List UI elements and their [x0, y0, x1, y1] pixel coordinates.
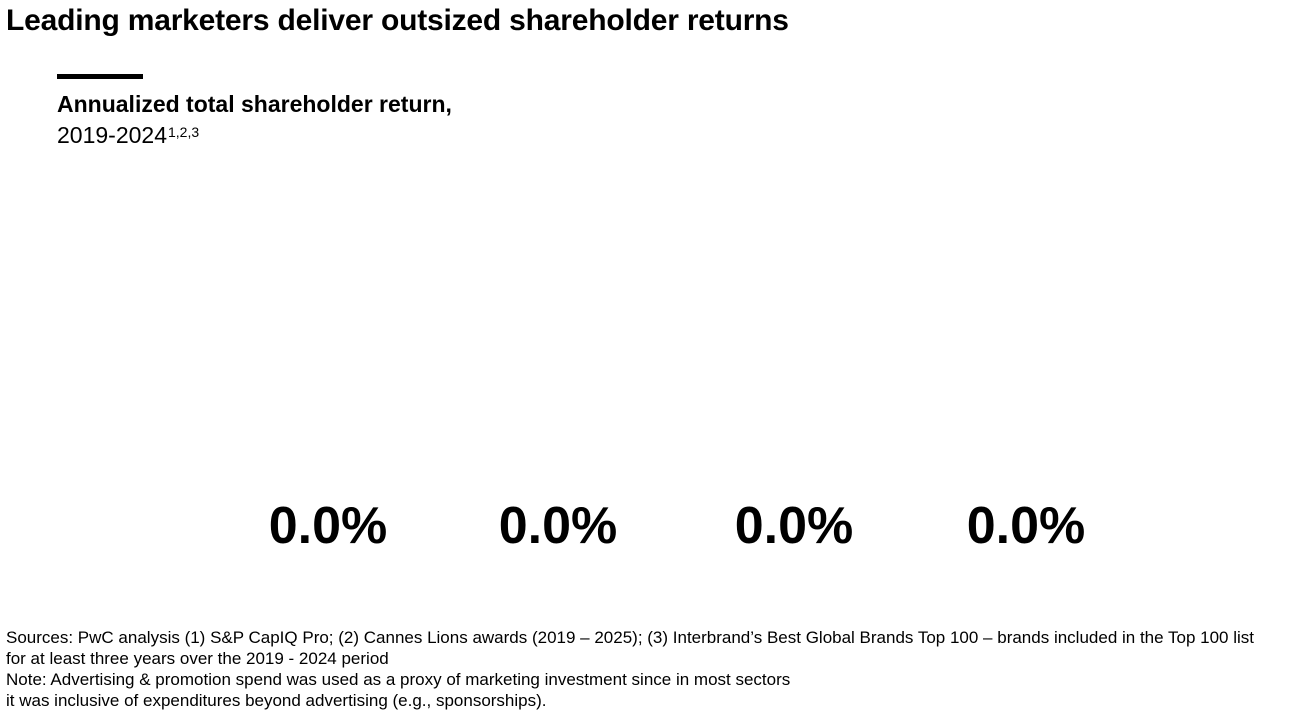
value-label: 0.0%: [498, 497, 618, 555]
note-text-continued: it was inclusive of expenditures beyond …: [6, 691, 547, 710]
sources-text-continued: for at least three years over the 2019 -…: [6, 649, 389, 668]
chart-subtitle: Annualized total shareholder return, 201…: [57, 90, 452, 149]
sources-text: Sources: PwC analysis (1) S&P CapIQ Pro;…: [6, 628, 1254, 647]
footnotes: Sources: PwC analysis (1) S&P CapIQ Pro;…: [6, 627, 1296, 711]
chart-footnote-refs: 1,2,3: [168, 124, 200, 140]
chart-area: 0.0% 0.0% 0.0% 0.0%: [0, 150, 1300, 610]
title-accent-rule: [57, 74, 143, 79]
chart-period: 2019-2024: [57, 122, 167, 148]
value-label: 0.0%: [734, 497, 854, 555]
page-title: Leading marketers deliver outsized share…: [6, 4, 789, 37]
note-text: Note: Advertising & promotion spend was …: [6, 670, 791, 689]
value-label: 0.0%: [966, 497, 1086, 555]
value-label: 0.0%: [268, 497, 388, 555]
chart-title: Annualized total shareholder return,: [57, 91, 452, 117]
chart-period-line: 2019-20241,2,3: [57, 118, 452, 149]
